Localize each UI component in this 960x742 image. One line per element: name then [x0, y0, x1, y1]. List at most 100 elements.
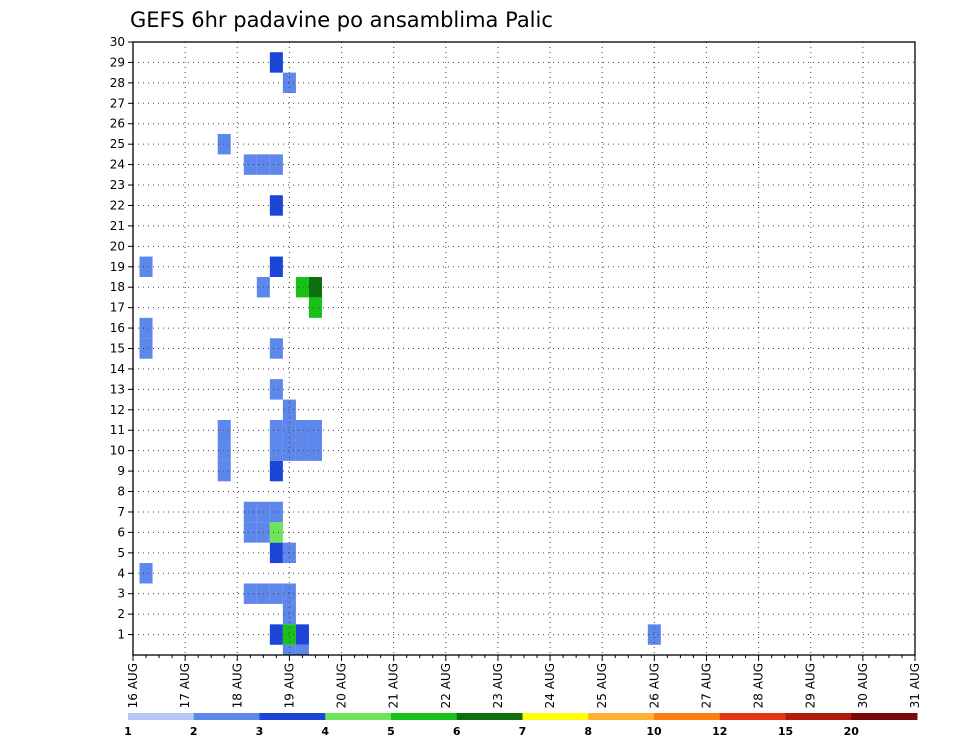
x-tick-label: 25 AUG — [595, 663, 609, 708]
heatmap-cell — [308, 440, 322, 461]
heatmap-cell — [217, 460, 231, 482]
heatmap-cell — [282, 624, 296, 645]
heatmap-cell — [295, 644, 309, 655]
x-tick-label: 24 AUG — [543, 663, 557, 708]
heatmap-cell — [647, 624, 661, 645]
color-legend: 1 2 3 4 5 6 7 8 10 12 15 20 — [124, 713, 918, 738]
x-tick-label: 26 AUG — [647, 663, 661, 708]
legend-tick-label: 4 — [321, 725, 329, 738]
y-tick-label: 24 — [110, 158, 125, 172]
y-tick-label: 23 — [110, 178, 125, 192]
x-tick-label: 28 AUG — [752, 663, 766, 708]
heatmap-cell — [269, 256, 283, 277]
legend-color-box — [325, 713, 392, 720]
legend-tick-label: 15 — [778, 725, 793, 738]
heatmap-cell — [282, 420, 296, 441]
heatmap-cell — [269, 501, 283, 523]
legend-tick-label: 5 — [387, 725, 395, 738]
heatmap-cell — [269, 195, 283, 216]
y-tick-label: 4 — [117, 566, 125, 580]
heatmap-cell — [269, 460, 283, 482]
y-tick-label: 27 — [110, 96, 125, 110]
x-tick-label: 27 AUG — [699, 663, 713, 708]
x-tick-label: 31 AUG — [908, 663, 922, 708]
legend-tick-label: 1 — [124, 725, 132, 738]
y-tick-label: 17 — [110, 301, 125, 315]
heatmap-cell — [269, 522, 283, 543]
legend-tick-label: 7 — [519, 725, 527, 738]
x-tick-label: 23 AUG — [491, 663, 505, 708]
y-tick-label: 10 — [110, 444, 125, 458]
x-tick-label: 22 AUG — [439, 663, 453, 708]
heatmap-cell — [269, 154, 283, 175]
heatmap-cells — [139, 52, 661, 655]
legend-color-box — [259, 713, 326, 720]
y-tick-label: 13 — [110, 382, 125, 396]
heatmap-cell — [269, 624, 283, 645]
legend-tick-label: 20 — [844, 725, 860, 738]
chart-title: GEFS 6hr padavine po ansamblima Palic — [130, 8, 553, 32]
heatmap-cell — [269, 52, 283, 73]
y-tick-label: 21 — [110, 219, 125, 233]
y-tick-label: 7 — [117, 505, 125, 519]
y-tick-label: 19 — [110, 260, 125, 274]
y-tick-label: 22 — [110, 198, 125, 212]
x-tick-label: 30 AUG — [856, 663, 870, 708]
legend-tick-label: 8 — [584, 725, 592, 738]
legend-color-box — [588, 713, 655, 720]
legend-color-box — [522, 713, 589, 720]
heatmap-cell — [308, 297, 322, 318]
y-tick-label: 28 — [110, 76, 125, 90]
y-tick-label: 16 — [110, 321, 125, 335]
legend-color-box — [654, 713, 721, 720]
x-tick-label: 16 AUG — [126, 663, 140, 708]
legend-color-box — [193, 713, 260, 720]
grid-lines — [133, 41, 915, 655]
heatmap-cell — [282, 399, 296, 421]
y-tick-label: 15 — [110, 342, 125, 356]
legend-tick-label: 2 — [190, 725, 198, 738]
heatmap-cell — [282, 644, 296, 655]
y-tick-label: 2 — [117, 607, 125, 621]
heatmap-cell — [295, 440, 309, 461]
legend-tick-label: 3 — [256, 725, 264, 738]
heatmap-cell — [269, 440, 283, 461]
heatmap-cell — [139, 317, 153, 339]
y-tick-label: 1 — [117, 628, 125, 642]
y-tick-label: 25 — [110, 137, 125, 151]
x-axis: 16 AUG 17 AUG 18 AUG 19 AUG 20 AUG 21 AUG 22 A… — [126, 655, 922, 708]
heatmap-cell — [269, 542, 283, 564]
legend-color-box — [128, 713, 195, 720]
heatmap-cell — [139, 256, 153, 277]
x-tick-label: 18 AUG — [230, 663, 244, 708]
heatmap-cell — [269, 379, 283, 400]
y-tick-label: 8 — [117, 485, 125, 499]
y-tick-label: 30 — [110, 35, 125, 49]
heatmap-cell — [243, 154, 257, 175]
legend-tick-label: 12 — [712, 725, 727, 738]
legend-color-box — [851, 713, 918, 720]
heatmap-cell — [269, 583, 283, 604]
heatmap-cell — [269, 338, 283, 359]
x-tick-label: 19 AUG — [282, 663, 296, 708]
y-tick-label: 9 — [117, 464, 125, 478]
y-tick-label: 20 — [110, 239, 125, 253]
heatmap-cell — [243, 501, 257, 523]
legend-color-box — [456, 713, 523, 720]
heatmap-cell — [139, 338, 153, 359]
heatmap-cell — [243, 522, 257, 543]
legend-tick-label: 6 — [453, 725, 461, 738]
heatmap-cell — [217, 440, 231, 461]
heatmap-cell — [295, 624, 309, 645]
heatmap-cell — [282, 583, 296, 604]
y-tick-label: 18 — [110, 280, 125, 294]
heatmap-cell — [282, 603, 296, 625]
x-tick-label: 29 AUG — [804, 663, 818, 708]
x-tick-label: 20 AUG — [335, 663, 349, 708]
y-tick-label: 6 — [117, 525, 125, 539]
y-tick-label: 14 — [110, 362, 125, 376]
heatmap-cell — [295, 420, 309, 441]
y-tick-label: 5 — [117, 546, 125, 560]
legend-color-box — [391, 713, 458, 720]
